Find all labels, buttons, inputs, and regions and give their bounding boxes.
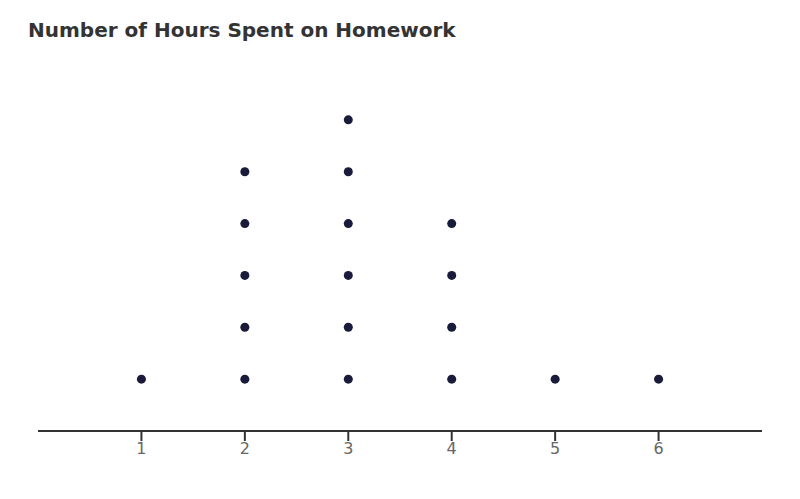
svg-text:1: 1 [136, 439, 146, 458]
svg-text:4: 4 [447, 439, 457, 458]
svg-text:3: 3 [343, 439, 353, 458]
svg-text:2: 2 [240, 439, 250, 458]
svg-text:6: 6 [653, 439, 663, 458]
html-text:Number of Hours Spent on Homew: Number of Hours Spent on Homework [28, 18, 456, 42]
svg-text:5: 5 [550, 439, 560, 458]
